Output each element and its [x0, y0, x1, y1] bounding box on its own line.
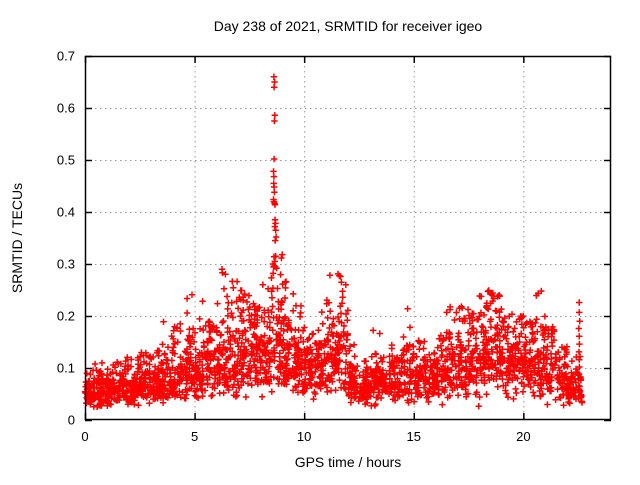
y-tick-label: 0.6	[57, 101, 75, 116]
tick-labels: 0 0.1 0.2 0.3 0.4 0.5 0.6 0.7 0 5 10 15 20	[57, 49, 531, 445]
y-axis-label: SRMTID / TECUs	[9, 183, 25, 293]
x-tick-label: 0	[81, 429, 88, 444]
x-tick-label: 15	[407, 429, 421, 444]
y-tick-label: 0.1	[57, 361, 75, 376]
y-tick-label: 0	[68, 413, 75, 428]
gridlines	[85, 56, 611, 420]
x-tick-label: 5	[191, 429, 198, 444]
y-tick-label: 0.4	[57, 205, 75, 220]
y-tick-label: 0.3	[57, 257, 75, 272]
data-points	[81, 73, 586, 411]
scatter-points-path	[81, 73, 586, 411]
x-tick-label: 20	[516, 429, 530, 444]
x-axis-label: GPS time / hours	[295, 454, 402, 470]
plot-border	[84, 55, 612, 421]
y-tick-label: 0.2	[57, 309, 75, 324]
y-tick-label: 0.7	[57, 49, 75, 64]
y-tick-label: 0.5	[57, 153, 75, 168]
x-tick-label: 10	[297, 429, 311, 444]
chart-title: Day 238 of 2021, SRMTID for receiver ige…	[214, 18, 483, 34]
